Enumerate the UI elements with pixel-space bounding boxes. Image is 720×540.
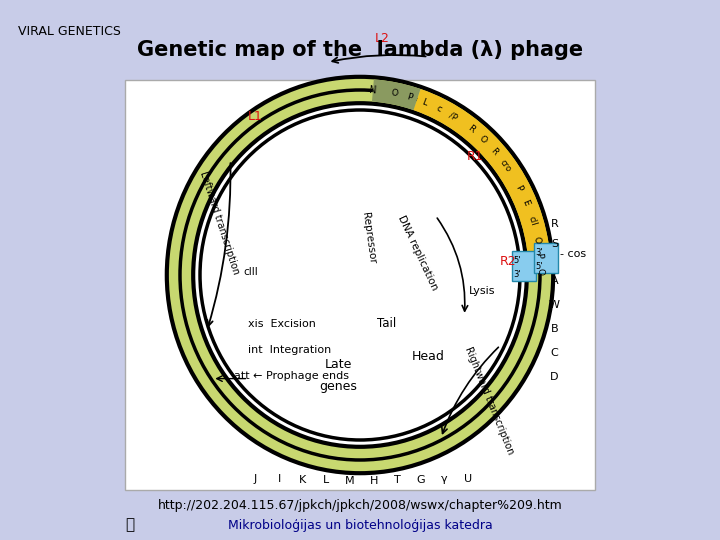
Text: L: L [323,475,330,485]
Text: genes: genes [320,380,357,393]
Text: W: W [549,300,560,310]
Text: Mikrobioloģijas un biotehnoloģijas katedra: Mikrobioloģijas un biotehnoloģijas kated… [228,518,492,531]
Text: R2: R2 [500,255,516,268]
Text: R: R [551,219,558,229]
Text: c: c [435,104,443,114]
Text: att ← Prophage ends: att ← Prophage ends [234,370,349,381]
Text: G: G [416,475,425,485]
Text: 5': 5' [536,262,544,271]
Text: Q: Q [536,268,544,275]
Text: Head: Head [412,350,445,363]
Text: Tail: Tail [377,317,397,330]
Text: K: K [300,475,307,485]
Text: P: P [513,184,524,193]
Text: P: P [534,253,544,259]
Text: Leftward transcription: Leftward transcription [198,170,241,276]
Text: R: R [488,146,499,157]
Text: A: A [551,276,558,286]
Text: Rightward transcription: Rightward transcription [464,346,516,456]
Text: cro: cro [498,158,513,174]
Text: Lysis: Lysis [469,286,495,295]
Text: L: L [420,97,428,107]
Text: R1: R1 [467,150,483,163]
Text: Late: Late [325,357,352,370]
Text: N: N [369,85,377,96]
Text: O: O [390,89,399,98]
Bar [534,244,558,273]
Text: P: P [406,92,413,102]
Text: H: H [369,476,378,486]
Text: 3': 3' [536,248,544,258]
Text: L2: L2 [374,32,390,45]
Text: D: D [550,373,559,382]
Text: M: M [345,476,355,486]
Text: http://202.204.115.67/jpkch/jpkch/2008/wswx/chapter%209.htm: http://202.204.115.67/jpkch/jpkch/2008/w… [158,498,562,511]
Text: xis  Excision: xis Excision [248,319,316,329]
Text: J: J [254,474,257,484]
Text: DNA replication: DNA replication [396,214,439,292]
Bar [512,251,536,281]
Text: - cos: - cos [559,249,586,259]
Text: L1: L1 [248,110,262,123]
Text: E: E [521,198,531,207]
Text: R: R [466,124,476,134]
Text: I: I [278,474,281,484]
Text: Repressor: Repressor [361,212,377,265]
Text: /P: /P [447,111,459,123]
Text: cIII: cIII [243,267,258,277]
Text: U: U [464,474,472,484]
Text: 5': 5' [514,256,521,265]
Text: 🔬: 🔬 [125,517,135,532]
Text: S: S [551,239,558,249]
Text: cII: cII [526,215,538,227]
Text: 3': 3' [514,271,521,279]
Text: γ: γ [441,474,448,484]
Text: VIRAL GENETICS: VIRAL GENETICS [18,25,121,38]
Text: C: C [551,348,558,359]
Text: T: T [394,475,400,485]
Bar [125,80,595,490]
Text: int  Integration: int Integration [248,345,332,355]
Text: Genetic map of the  lambda (λ) phage: Genetic map of the lambda (λ) phage [137,40,583,60]
Text: B: B [551,325,558,334]
Text: O: O [477,134,488,145]
Text: O: O [531,235,541,244]
